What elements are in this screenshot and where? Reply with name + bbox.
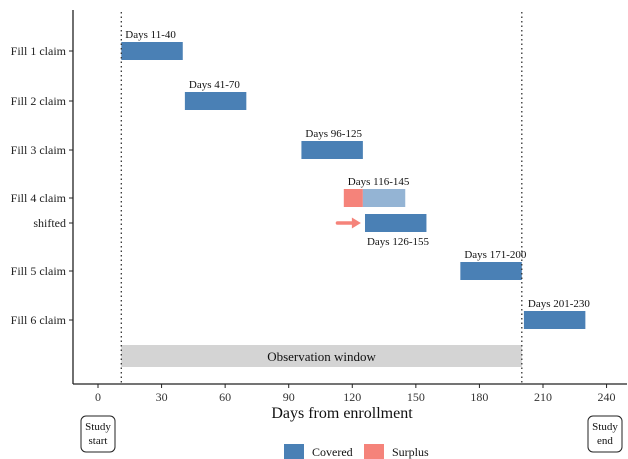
x-tick-label-120: 120: [343, 390, 361, 404]
segment-label-6: Days 171-200: [464, 249, 527, 261]
y-label-row-0: Fill 1 claim: [11, 44, 67, 58]
legend-label-surplus: Surplus: [392, 445, 429, 459]
study-marker-label-0-1: start: [89, 435, 108, 447]
x-tick-label-90: 90: [283, 390, 295, 404]
legend: Covered Surplus: [284, 444, 429, 459]
y-label-row-1: Fill 2 claim: [11, 94, 67, 108]
bar-covered-row-0-0: [121, 42, 183, 60]
segment-label-7: Days 201-230: [528, 298, 591, 310]
study-marker-label-1-1: end: [597, 435, 613, 447]
bar-covered-row-5-6: [460, 262, 522, 280]
y-label-row-6: Fill 6 claim: [11, 313, 67, 327]
segment-label-2: Days 96-125: [305, 128, 362, 140]
shift-arrow-head: [351, 217, 361, 229]
bars-layer: [121, 42, 586, 329]
segment-label-0: Days 11-40: [125, 29, 176, 41]
bar-covered-row-2-2: [301, 141, 363, 159]
y-label-row-4: shifted: [33, 216, 66, 230]
observation-window-layer: Observation window: [121, 345, 522, 367]
study-marker-box-1: [587, 415, 623, 453]
study-marker-label-1-0: Study: [592, 421, 618, 433]
study-marker-label-0-0: Study: [85, 421, 111, 433]
x-tick-label-0: 0: [95, 390, 101, 404]
axes-layer: 0 30 60 90 120 150 180 210 240 Fill 1 claim Fill 2…: [11, 10, 627, 422]
y-label-row-5: Fill 5 claim: [11, 264, 67, 278]
legend-swatch-surplus: [364, 444, 384, 459]
observation-window-label: Observation window: [267, 349, 376, 364]
segment-label-5: Days 126-155: [367, 236, 430, 248]
study-marker-box-0: [80, 415, 116, 453]
x-tick-label-30: 30: [156, 390, 168, 404]
y-label-row-2: Fill 3 claim: [11, 143, 67, 157]
x-axis-title: Days from enrollment: [271, 405, 413, 422]
x-tick-label-60: 60: [219, 390, 231, 404]
reference-lines-layer: [120, 12, 523, 384]
labels-layer: Days 11-40 Days 41-70 Days 96-125 Days 116-…: [80, 29, 623, 453]
x-tick-label-240: 240: [598, 390, 616, 404]
legend-swatch-covered: [284, 444, 304, 459]
x-tick-label-150: 150: [407, 390, 425, 404]
legend-label-covered: Covered: [312, 445, 353, 459]
x-tick-label-180: 180: [470, 390, 488, 404]
observation-window-band: [121, 345, 522, 367]
bar-covered-row-6-7: [523, 311, 586, 329]
segment-label-1: Days 41-70: [189, 79, 241, 91]
bar-surplus-row-3-3: [343, 189, 363, 207]
segment-label-4: Days 116-145: [348, 176, 410, 188]
x-tick-label-210: 210: [534, 390, 552, 404]
bar-covered-row-1-1: [184, 92, 247, 110]
y-label-row-3: Fill 4 claim: [11, 191, 67, 205]
bar-covered-row-4-5: [364, 214, 427, 232]
bar-covered_faded-row-3-4: [362, 189, 406, 207]
